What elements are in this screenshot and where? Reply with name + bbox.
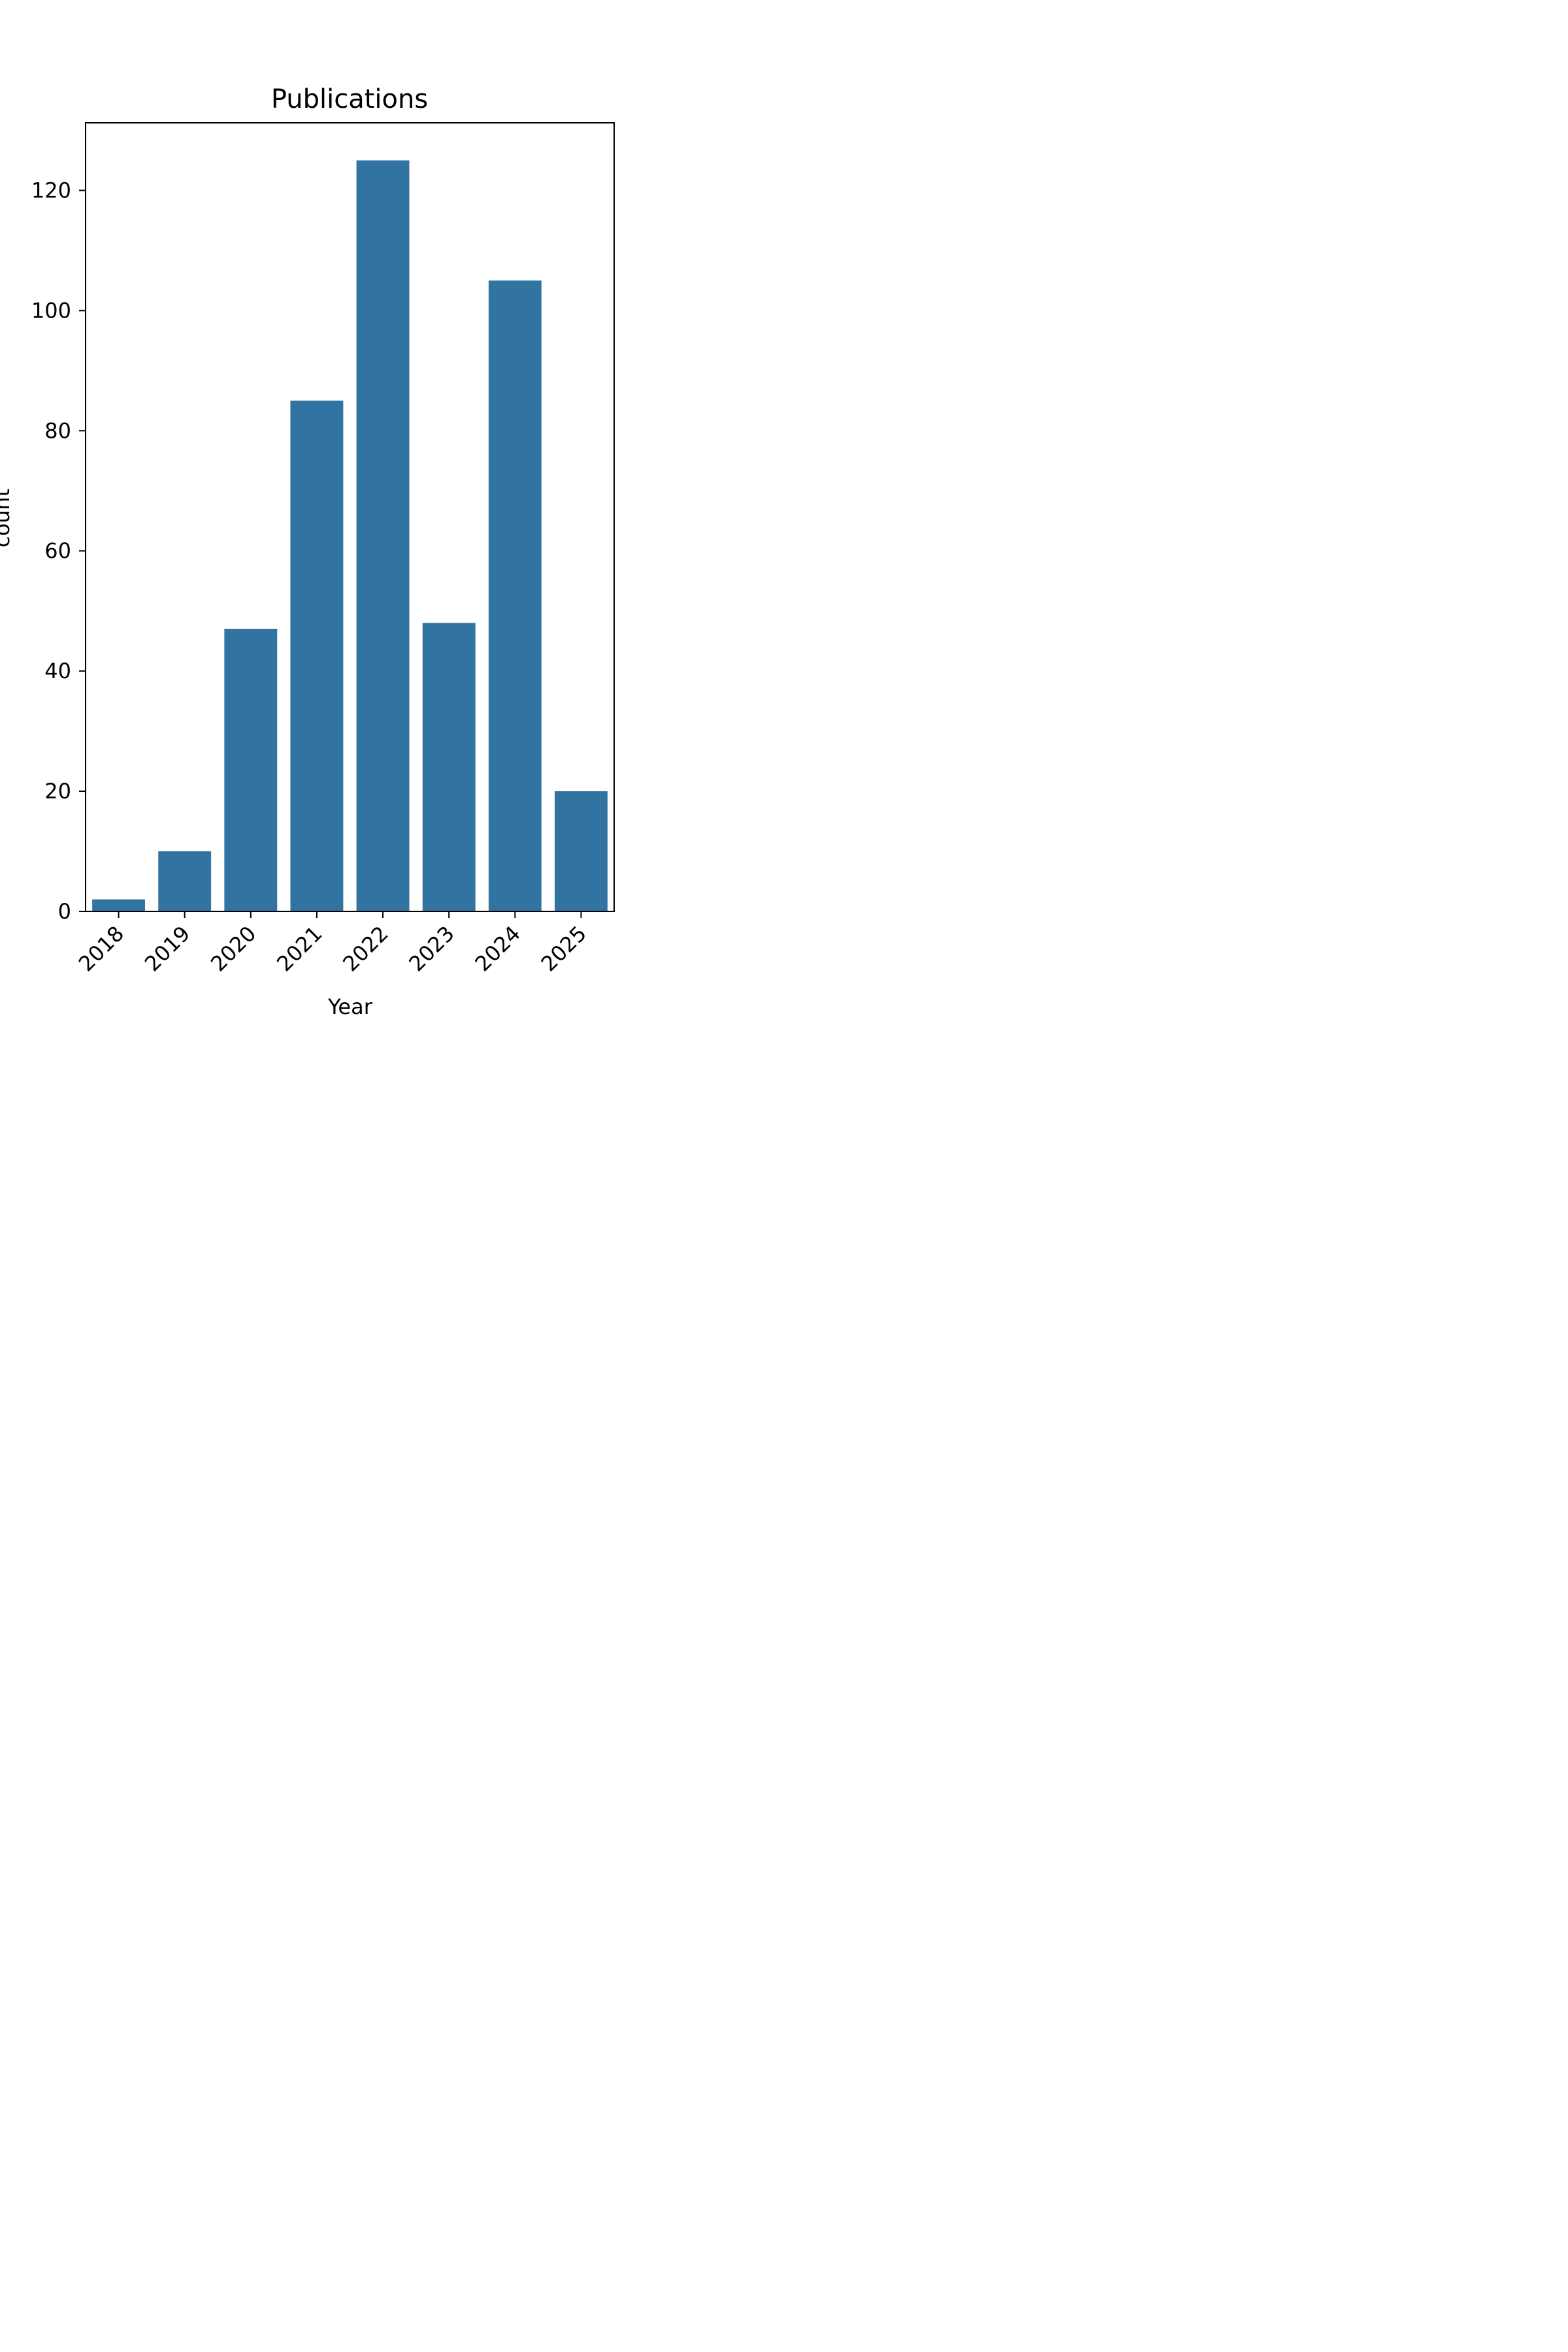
x-tick-label: 2023 xyxy=(404,921,459,976)
y-tick-label: 20 xyxy=(44,779,71,804)
x-tick-label: 2021 xyxy=(272,921,327,976)
bar-2019 xyxy=(158,851,212,911)
bar-2018 xyxy=(92,899,146,911)
bar-2021 xyxy=(290,400,344,911)
x-tick-label: 2022 xyxy=(338,921,393,976)
y-tick-label: 60 xyxy=(44,538,71,563)
y-tick-label: 100 xyxy=(31,298,71,323)
y-axis: 0 20 40 60 80 100 120 xyxy=(31,178,86,924)
bar-2025 xyxy=(554,791,608,911)
x-tick-label: 2025 xyxy=(536,921,591,976)
y-tick-label: 80 xyxy=(44,418,71,443)
x-tick-label: 2019 xyxy=(140,921,195,976)
chart-title: Publications xyxy=(271,84,428,114)
bar-2023 xyxy=(422,623,476,911)
x-tick-label: 2018 xyxy=(74,921,129,976)
x-axis: 2018 2019 2020 2021 2022 2023 2024 2025 xyxy=(74,911,591,976)
x-tick-label: 2024 xyxy=(470,921,525,976)
x-tick-label: 2020 xyxy=(206,921,261,976)
y-axis-label: count xyxy=(0,489,14,547)
bar-2024 xyxy=(488,280,542,911)
y-tick-label: 0 xyxy=(58,899,71,924)
y-tick-label: 40 xyxy=(44,659,71,683)
y-tick-label: 120 xyxy=(31,178,71,203)
x-axis-label: Year xyxy=(327,994,373,1019)
bars-layer xyxy=(92,160,608,912)
plot-frame xyxy=(85,122,615,912)
bar-2022 xyxy=(356,160,410,912)
bar-2020 xyxy=(224,629,278,911)
